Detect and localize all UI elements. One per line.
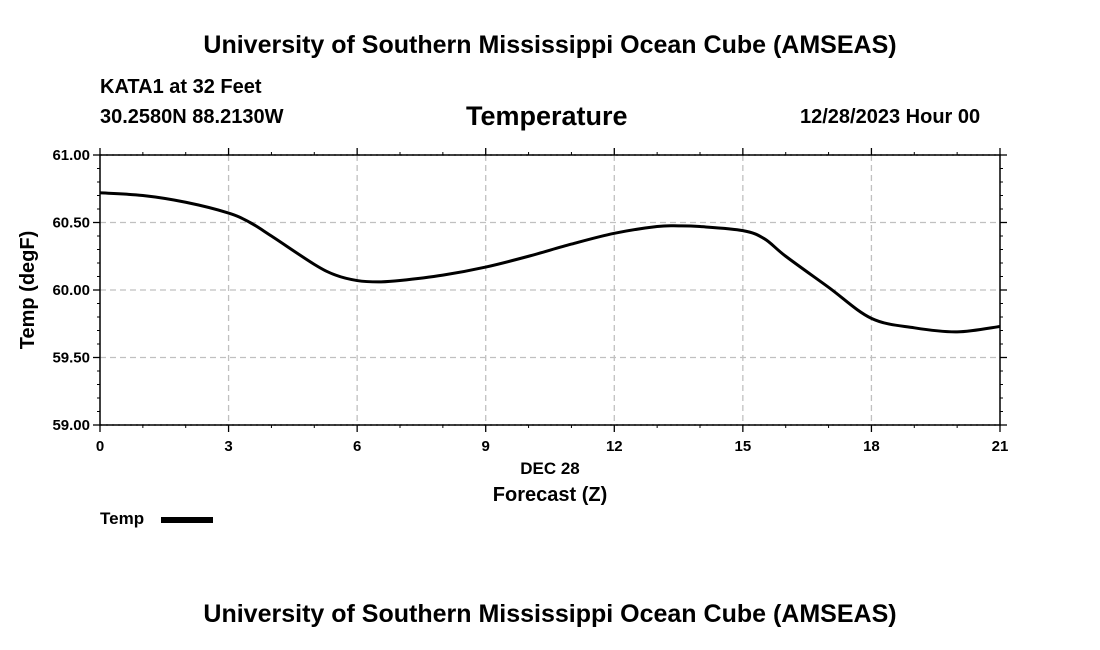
legend-label: Temp [100, 509, 145, 528]
plot-frame [99, 154, 1001, 426]
x-axis-date-label: DEC 28 [520, 459, 580, 478]
y-tick-label: 60.00 [52, 282, 90, 299]
series-line-temp [99, 191, 1001, 334]
y-tick-label: 59.50 [52, 350, 90, 367]
x-tick-label: 0 [96, 438, 104, 455]
station-coordinates: 30.2580N 88.2130W [100, 106, 284, 128]
x-tick-label: 21 [992, 438, 1009, 455]
y-tick-label: 59.00 [52, 417, 90, 434]
grid-layer [100, 154, 1000, 426]
chart-title: Temperature [466, 101, 628, 131]
x-tick-label: 15 [735, 438, 752, 455]
x-tick-label: 18 [863, 438, 880, 455]
y-tick-label: 61.00 [52, 147, 90, 164]
series-layer [99, 191, 1001, 334]
bottom-title: University of Southern Mississippi Ocean… [203, 600, 897, 628]
x-tick-label: 3 [224, 438, 232, 455]
y-tick-label: 60.50 [52, 215, 90, 232]
y-axis-label: Temp (degF) [17, 231, 39, 350]
x-tick-label: 9 [482, 438, 490, 455]
x-tick-label: 12 [606, 438, 623, 455]
x-tick-label: 6 [353, 438, 361, 455]
top-title: University of Southern Mississippi Ocean… [203, 31, 897, 59]
forecast-datetime: 12/28/2023 Hour 00 [800, 106, 981, 128]
legend-swatch [161, 517, 213, 523]
station-label: KATA1 at 32 Feet [100, 76, 262, 98]
x-axis-label: Forecast (Z) [493, 484, 607, 506]
label-layer: 0 3 6 9 12 15 18 21 59.00 59.50 60.00 60.50 61.00 [52, 147, 1008, 455]
